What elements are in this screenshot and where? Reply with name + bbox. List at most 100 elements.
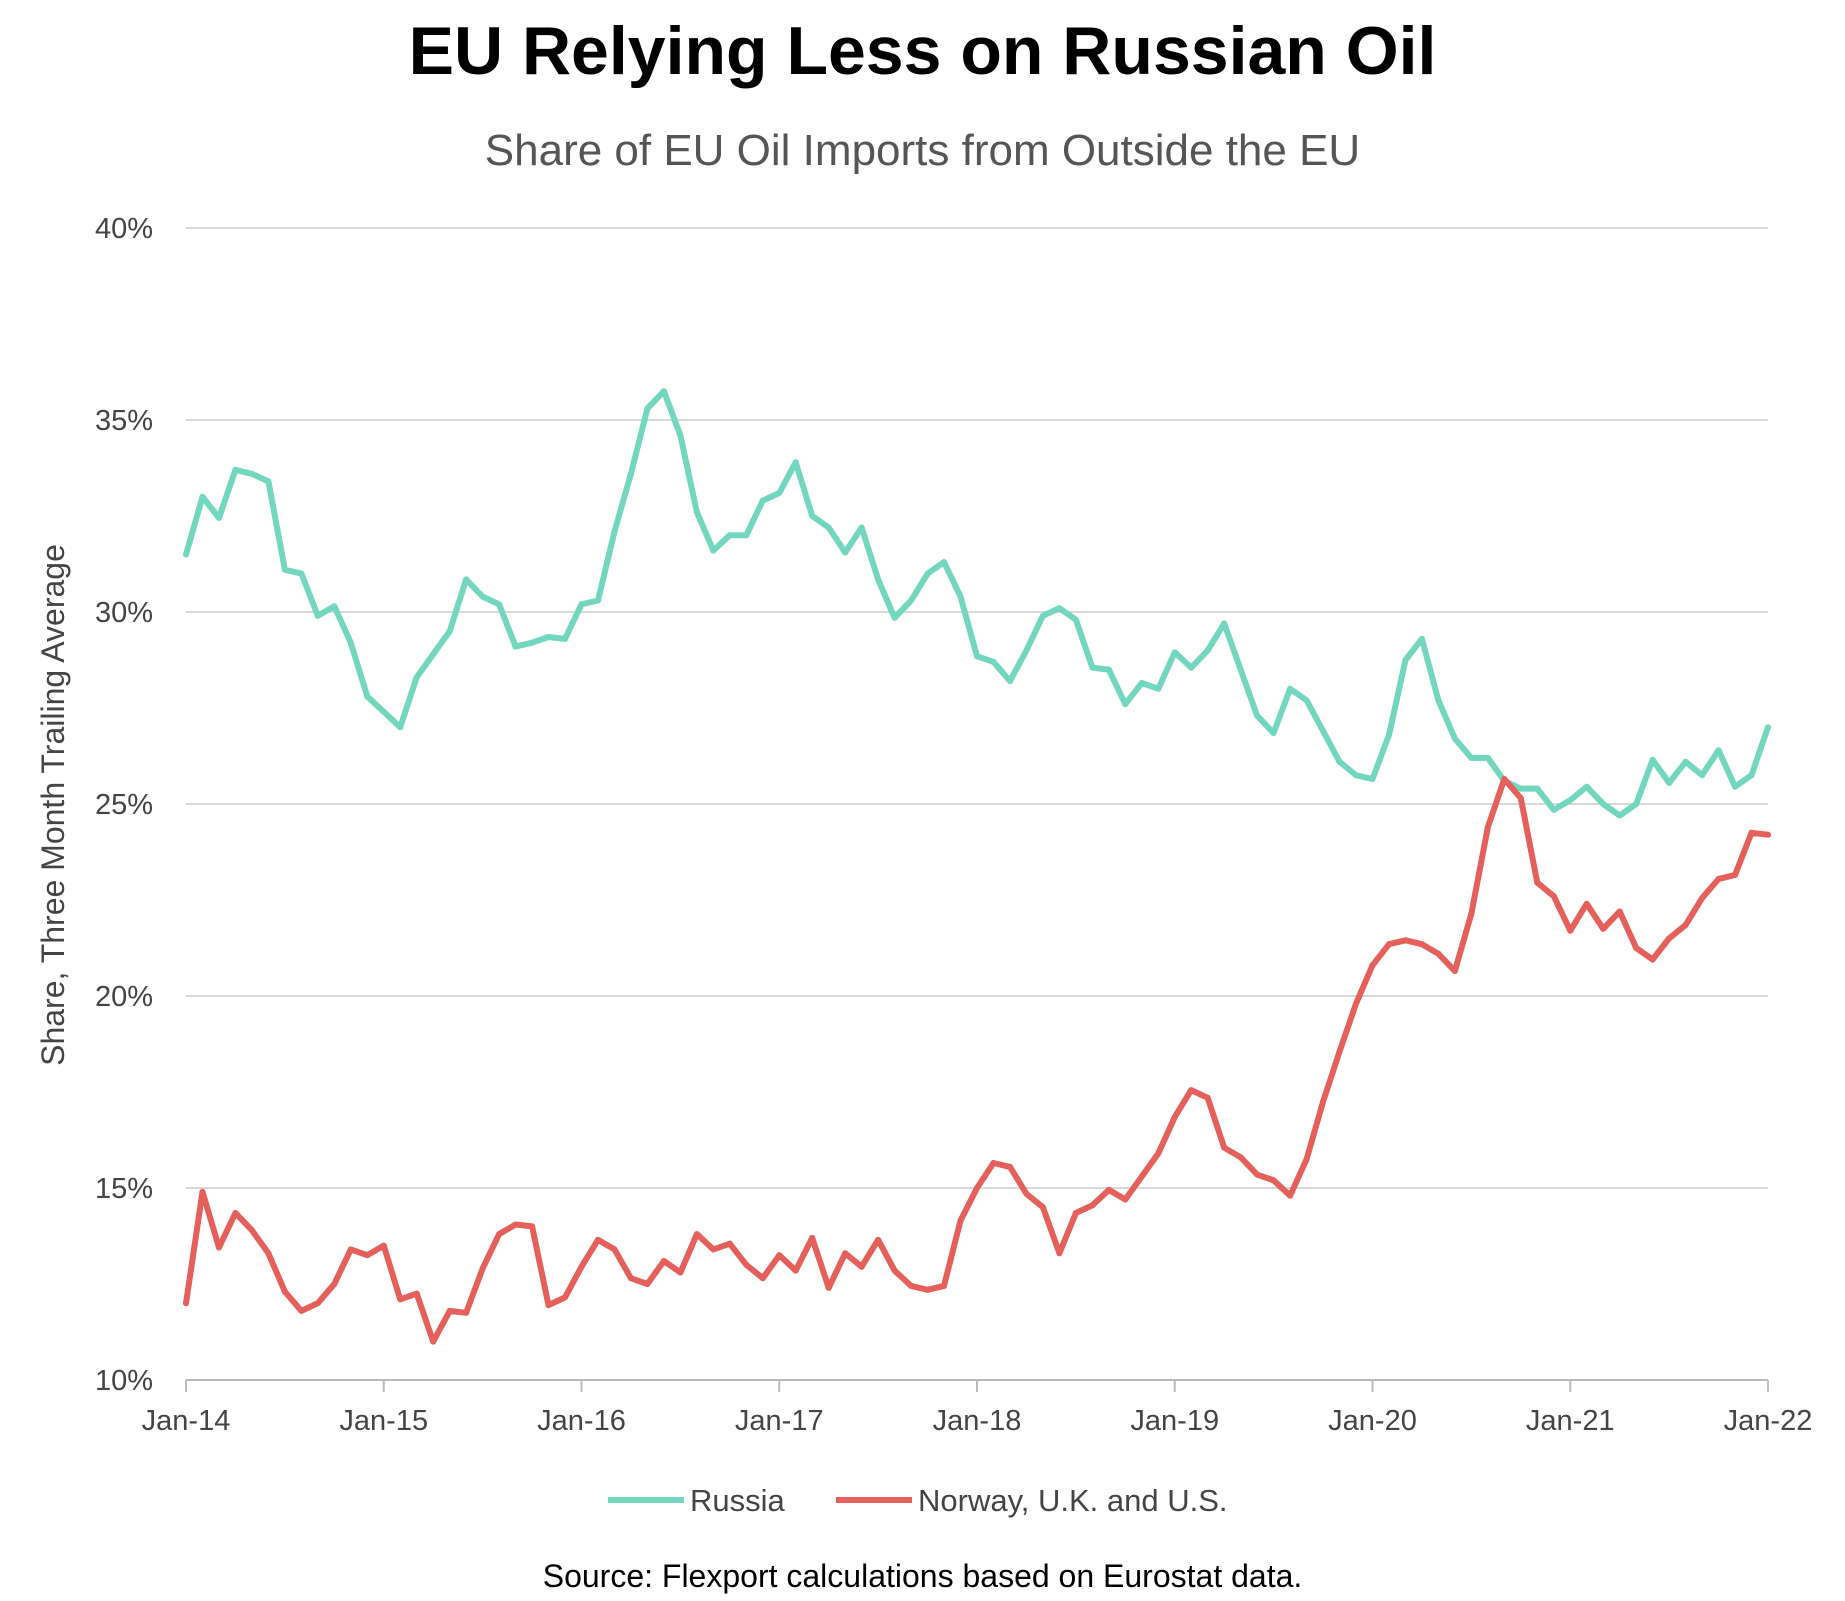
x-tick-label: Jan-15	[339, 1405, 428, 1437]
data-point	[693, 1231, 700, 1238]
data-point	[1633, 945, 1640, 951]
x-tick-label: Jan-20	[1328, 1405, 1417, 1437]
data-point	[578, 601, 585, 608]
data-point	[232, 1209, 239, 1216]
data-point	[1748, 829, 1755, 836]
data-point	[792, 1267, 799, 1274]
data-point	[364, 693, 371, 700]
data-point	[1600, 801, 1607, 807]
data-point	[1517, 795, 1524, 802]
data-point	[908, 597, 915, 604]
data-point	[413, 674, 420, 681]
data-point	[1336, 758, 1343, 765]
data-point	[1023, 647, 1030, 654]
data-point	[1122, 701, 1129, 708]
data-point	[248, 1227, 255, 1234]
y-tick-label: 35%	[95, 405, 153, 437]
data-point	[1303, 697, 1310, 704]
data-point	[463, 576, 470, 583]
data-point	[710, 1246, 717, 1253]
data-point	[1715, 875, 1722, 882]
data-point	[347, 1246, 354, 1253]
data-point	[1221, 1144, 1228, 1151]
data-point	[1567, 927, 1574, 934]
data-point	[1023, 1190, 1030, 1197]
data-point	[1320, 728, 1327, 735]
data-point	[1583, 900, 1590, 907]
data-point	[891, 614, 898, 621]
data-point	[1732, 783, 1739, 790]
data-point	[1320, 1098, 1327, 1105]
y-tick-label: 40%	[95, 213, 153, 245]
data-point	[1237, 1154, 1244, 1161]
data-point	[1353, 772, 1360, 779]
data-point	[842, 549, 849, 556]
data-point	[1666, 935, 1673, 942]
data-point	[1056, 605, 1063, 612]
data-point	[924, 1286, 931, 1293]
data-point	[1287, 1192, 1294, 1199]
data-point	[611, 528, 618, 535]
data-point	[215, 514, 222, 521]
data-point	[545, 633, 552, 640]
x-tick-label: Jan-17	[735, 1405, 824, 1437]
data-point	[1649, 756, 1656, 763]
data-point	[759, 1275, 766, 1282]
data-point	[331, 1281, 338, 1287]
data-point	[347, 639, 354, 646]
data-point	[331, 603, 338, 610]
x-tick-label: Jan-16	[537, 1405, 626, 1437]
data-point	[512, 643, 519, 650]
data-point	[1765, 724, 1771, 731]
data-point	[891, 1267, 898, 1274]
data-point	[693, 509, 700, 516]
data-point	[1155, 1150, 1162, 1157]
data-point	[858, 1263, 865, 1270]
data-point	[1649, 956, 1656, 963]
data-point	[545, 1302, 552, 1309]
data-point	[908, 1282, 915, 1289]
data-point	[1418, 635, 1425, 642]
data-point	[397, 1296, 404, 1303]
data-point	[924, 570, 931, 577]
data-point	[1336, 1048, 1343, 1055]
data-point	[1616, 812, 1623, 819]
data-point	[990, 1160, 997, 1167]
chart-title: EU Relying Less on Russian Oil	[408, 13, 1437, 89]
data-point	[627, 470, 634, 477]
data-point	[1468, 910, 1475, 917]
data-point	[496, 601, 503, 608]
data-point	[1435, 697, 1442, 704]
data-point	[1039, 612, 1046, 619]
y-axis-label: Share, Three Month Trailing Average	[35, 544, 71, 1066]
data-point	[529, 1223, 536, 1230]
data-point	[1171, 1113, 1178, 1120]
data-point	[1484, 824, 1491, 831]
data-point	[825, 524, 832, 531]
chart-subtitle: Share of EU Oil Imports from Outside the…	[484, 126, 1361, 175]
data-point	[364, 1252, 371, 1259]
data-point	[1237, 666, 1244, 673]
data-point	[1732, 872, 1739, 879]
data-point	[776, 489, 783, 496]
data-point	[281, 566, 288, 573]
x-tick-label: Jan-22	[1724, 1405, 1813, 1437]
data-point	[1699, 895, 1706, 902]
data-point	[1138, 680, 1145, 687]
y-tick-label: 10%	[95, 1365, 153, 1397]
data-point	[957, 593, 964, 600]
data-point	[1122, 1196, 1129, 1203]
data-point	[726, 1240, 733, 1247]
data-point	[644, 1281, 651, 1287]
data-point	[1534, 785, 1541, 792]
data-point	[858, 524, 865, 531]
data-point	[1385, 731, 1392, 738]
data-point	[759, 497, 766, 504]
y-tick-label: 15%	[95, 1173, 153, 1205]
data-point	[1089, 1202, 1096, 1209]
series-line-norway-uk-us	[183, 776, 1771, 1345]
data-point	[430, 1338, 437, 1345]
data-point	[957, 1217, 964, 1224]
source-note: Source: Flexport calculations based on E…	[542, 1558, 1303, 1594]
data-point	[1435, 950, 1442, 957]
